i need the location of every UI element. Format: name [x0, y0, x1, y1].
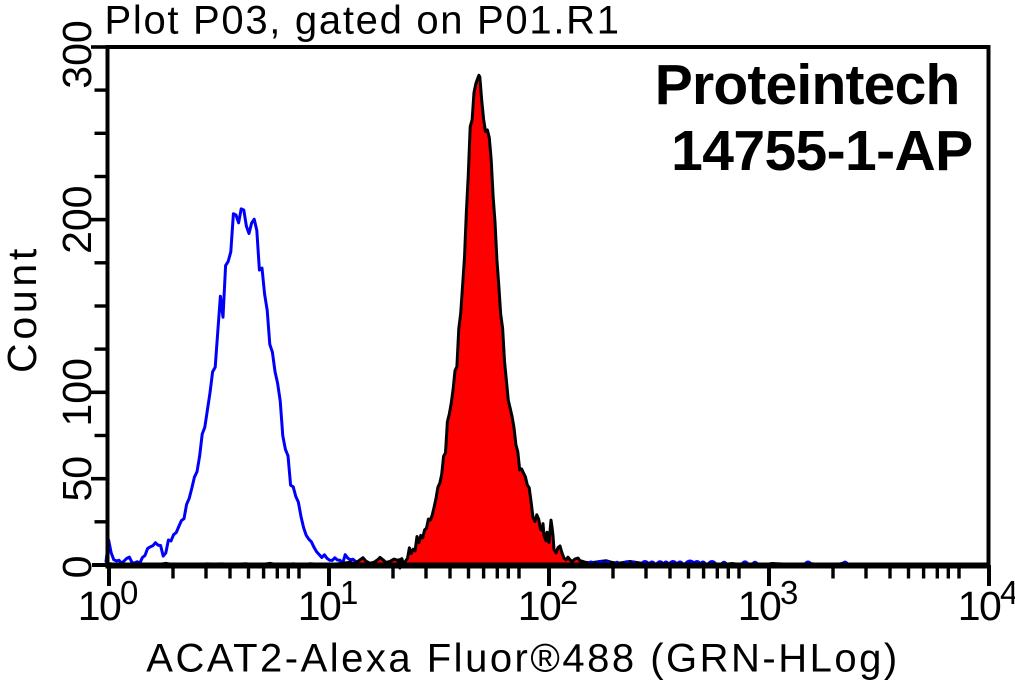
svg-text:200: 200	[54, 185, 100, 253]
svg-text:Proteintech: Proteintech	[655, 53, 960, 117]
svg-text:0: 0	[120, 574, 138, 611]
svg-text:Count: Count	[0, 245, 45, 373]
svg-text:4: 4	[1000, 574, 1015, 611]
svg-text:10: 10	[298, 583, 341, 629]
svg-text:0: 0	[54, 556, 100, 579]
svg-text:50: 50	[54, 456, 100, 502]
svg-text:2: 2	[560, 574, 578, 611]
svg-text:3: 3	[780, 574, 798, 611]
svg-text:Plot P03, gated on P01.R1: Plot P03, gated on P01.R1	[105, 0, 621, 43]
svg-text:10: 10	[518, 583, 561, 629]
svg-text:100: 100	[54, 358, 100, 426]
svg-text:10: 10	[78, 583, 121, 629]
svg-text:1: 1	[340, 574, 358, 611]
svg-text:10: 10	[738, 583, 781, 629]
svg-text:10: 10	[958, 583, 1001, 629]
svg-text:ACAT2-Alexa Fluor®488 (GRN-HLo: ACAT2-Alexa Fluor®488 (GRN-HLog)	[146, 637, 899, 681]
svg-text:14755-1-AP: 14755-1-AP	[671, 119, 972, 183]
svg-text:300: 300	[54, 20, 100, 88]
